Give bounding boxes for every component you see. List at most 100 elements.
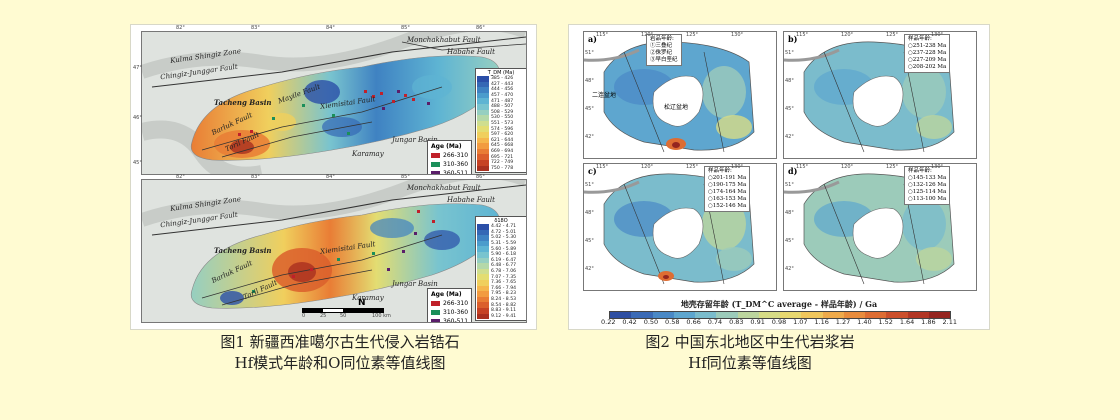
colorbar-segment [801, 312, 823, 318]
colorbar-tick: 0.66 [686, 318, 701, 326]
legend-label: 6.78 - 7.06 [491, 269, 517, 275]
legend-row: 7.66 - 7.94 [477, 285, 525, 292]
legend-label: 621 - 644 [491, 137, 514, 143]
colorbar-segment [695, 312, 717, 318]
lat-tick: 51° [585, 50, 594, 56]
sample-age-box: 样品年龄: ○251-238 Ma ○237-228 Ma ○227-209 Ma ○… [904, 34, 951, 73]
legend-swatch [477, 302, 489, 308]
lon-tick: 85° [401, 174, 410, 180]
map-label: Monchakhabut Fault [407, 36, 481, 44]
age-item: 360-511 [431, 318, 468, 322]
legend-swatch [477, 92, 489, 99]
sample-box-item: ○227-209 Ma [908, 57, 947, 63]
hf-panel-b: b) 样品年龄: ○251-238 Ma ○237-228 Ma ○227-209 … [783, 31, 977, 159]
panel-letter: b) [788, 34, 798, 44]
colorbar-segment [631, 312, 653, 318]
age-legend-title: Age (Ma) [431, 143, 462, 150]
legend-title: T_DM (Ma) [487, 70, 515, 76]
legend-label: 597 - 620 [491, 132, 514, 138]
figure1-panel: Monchakhabut Fault Habahe Fault Kulma Sh… [130, 24, 537, 330]
legend-swatch [477, 87, 489, 93]
legend-label: 7.36 - 7.65 [491, 280, 517, 286]
lat-tick: 48° [785, 78, 794, 84]
map-label: Jungar Basin [392, 136, 438, 144]
legend-row: 597 - 620 [477, 131, 525, 138]
legend-row: 645 - 668 [477, 143, 525, 149]
colorbar-ticks: 0.22 0.42 0.50 0.58 0.66 0.74 0.83 0.91 0.98 1.07… [601, 318, 957, 326]
lon-tick: 85° [401, 25, 410, 31]
legend-label: 8.83 - 9.11 [491, 308, 517, 314]
map-label: Tacheng Basin [214, 246, 272, 255]
oxygen-isotope-map: Monchakhabut Fault Habahe Fault Kulma Sh… [141, 179, 527, 323]
lon-tick: 84° [326, 25, 335, 31]
colorbar-segment [822, 312, 844, 318]
legend-label: 5.31 - 5.59 [491, 241, 517, 247]
colorbar-tick: 1.07 [793, 318, 808, 326]
legend-swatch [477, 274, 489, 280]
age-swatch [431, 153, 440, 158]
hf-legend: T_DM (Ma) 385 - 426 427 - 443 444 - 456 457… [475, 68, 526, 174]
legend-swatch [477, 229, 489, 236]
sample-box-item: ③早白垩纪 [650, 57, 678, 63]
sample-box-item: ○201-191 Ma [708, 175, 747, 181]
colorbar-tick: 1.64 [899, 318, 915, 326]
panel-letter: a) [588, 34, 597, 44]
legend-row: 4.72 - 5.01 [477, 229, 525, 236]
legend-label: 645 - 668 [491, 143, 514, 149]
lat-tick: 47° [133, 65, 142, 71]
colorbar-segment [907, 312, 929, 318]
legend-title: δ18O [494, 218, 508, 224]
lat-tick: 51° [785, 50, 794, 56]
colorbar-tick: 1.40 [857, 318, 872, 326]
legend-label: 7.66 - 7.94 [491, 285, 517, 291]
legend-swatch [477, 109, 489, 116]
lon-tick: 82° [176, 174, 185, 180]
lon-tick: 83° [251, 25, 260, 31]
legend-label: 4.42 - 4.71 [491, 224, 517, 230]
legend-label: 5.90 - 6.18 [491, 252, 517, 258]
legend-swatch [477, 285, 489, 292]
figure1-caption: 图1 新疆西准噶尔古生代侵入岩锆石 Hf模式年龄和O同位素等值线图 [180, 332, 500, 374]
legend-label: 8.24 - 8.53 [491, 297, 517, 303]
lon-tick: 120° [841, 32, 854, 38]
lat-tick: 45° [585, 106, 594, 112]
sample-box-item: ○190-175 Ma [708, 182, 747, 188]
age-label: 266-310 [443, 300, 469, 307]
legend-row: 427 - 443 [477, 81, 525, 88]
legend-swatch [477, 279, 489, 286]
lon-tick: 86° [476, 25, 485, 31]
legend-swatch [477, 307, 489, 314]
sample-box-item: ②侏罗纪 [650, 50, 673, 56]
legend-swatch [477, 137, 489, 144]
figure1-caption-line1: 图1 新疆西准噶尔古生代侵入岩锆石 [220, 333, 460, 351]
sample-box-item: ○163-153 Ma [708, 196, 747, 202]
lon-tick: 115° [796, 32, 809, 38]
sample-box-item: ○113-100 Ma [908, 196, 947, 202]
sample-box-item: ○125-114 Ma [908, 189, 947, 195]
legend-swatch [477, 263, 489, 269]
lat-tick: 51° [785, 182, 794, 188]
colorbar-tick: 2.11 [942, 318, 957, 326]
colorbar-segment [780, 312, 802, 318]
map-label: Tacheng Basin [214, 98, 272, 107]
age-item: 310-360 [431, 161, 468, 168]
legend-row: 471 - 487 [477, 98, 525, 104]
legend-label: 457 - 470 [491, 93, 514, 99]
colorbar-tick: 0.42 [622, 318, 637, 326]
legend-label: 6.48 - 6.77 [491, 263, 517, 269]
colorbar-tick: 1.27 [835, 318, 851, 326]
legend-label: 444 - 456 [491, 87, 514, 93]
colorbar-segment [758, 312, 780, 318]
lat-tick: 48° [585, 210, 594, 216]
sample-box-item: ○208-202 Ma [908, 64, 947, 70]
lon-tick: 125° [886, 32, 899, 38]
sample-box-title: 样品年龄: [908, 168, 932, 174]
legend-row: 7.36 - 7.65 [477, 279, 525, 286]
hf-model-age-map: Monchakhabut Fault Habahe Fault Kulma Sh… [141, 31, 527, 175]
legend-label: 508 - 529 [491, 109, 514, 115]
colorbar-tick: 1.86 [921, 318, 936, 326]
figure2-caption-line1: 图2 中国东北地区中生代岩浆岩 [645, 333, 855, 351]
hf-panel-d: d) 样品年龄: ○145-133 Ma ○132-126 Ma ○125-114 … [783, 163, 977, 291]
legend-label: 5.02 - 5.30 [491, 235, 517, 241]
legend-swatch [477, 143, 489, 149]
